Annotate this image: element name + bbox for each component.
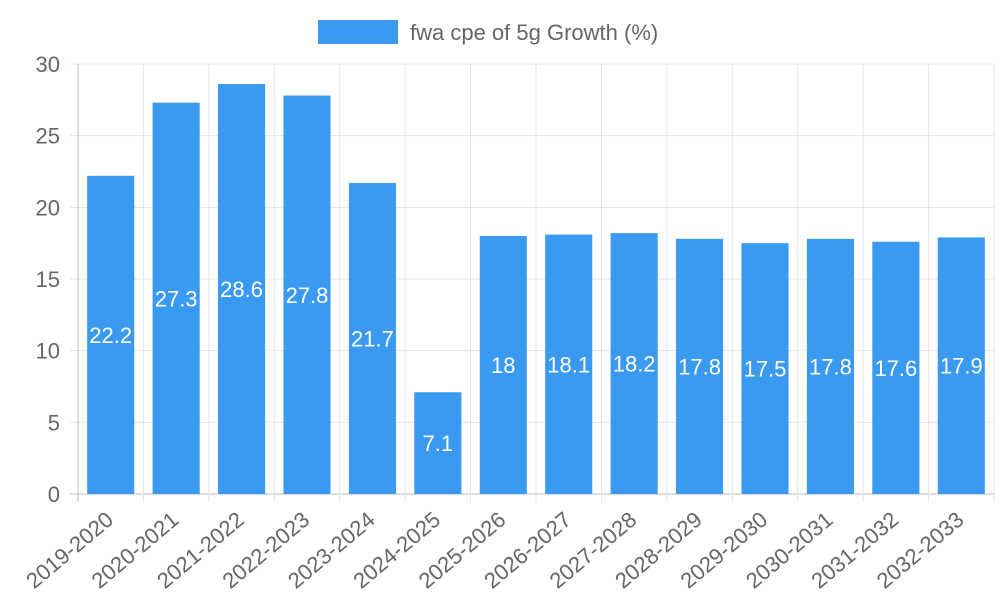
- bar[interactable]: [348, 182, 396, 494]
- bar-value-label: 17.5: [744, 357, 787, 382]
- y-tick-label: 30: [36, 52, 60, 77]
- grid-lines: [70, 63, 995, 502]
- bar[interactable]: [152, 102, 200, 494]
- legend-label: fwa cpe of 5g Growth (%): [410, 20, 658, 45]
- bar[interactable]: [741, 243, 789, 494]
- bar-value-label: 17.8: [809, 354, 852, 379]
- bar[interactable]: [610, 233, 658, 494]
- bar-value-label: 18: [491, 353, 515, 378]
- bar-value-label: 27.8: [286, 283, 329, 308]
- bar-value-label: 21.7: [351, 326, 394, 351]
- bar[interactable]: [872, 241, 920, 494]
- bar[interactable]: [283, 95, 331, 495]
- chart-legend[interactable]: fwa cpe of 5g Growth (%): [318, 20, 658, 45]
- bar[interactable]: [545, 234, 593, 495]
- legend-swatch: [318, 20, 398, 44]
- bar-value-label: 28.6: [220, 277, 263, 302]
- bar[interactable]: [937, 237, 985, 494]
- y-tick-label: 25: [36, 124, 60, 149]
- bar[interactable]: [87, 175, 135, 495]
- x-axis-ticks: 2019-20202020-20212021-20222022-20232023…: [21, 507, 968, 594]
- bar[interactable]: [676, 238, 724, 494]
- y-axis-ticks: 0 5 10 15 20 25 30: [36, 52, 60, 507]
- bar-value-label: 27.3: [155, 286, 198, 311]
- y-tick-label: 10: [36, 339, 60, 364]
- bar[interactable]: [806, 238, 854, 494]
- bar-value-label: 17.9: [940, 354, 983, 379]
- bar-value-label: 22.2: [89, 323, 132, 348]
- y-tick-label: 5: [48, 410, 60, 435]
- bar[interactable]: [479, 236, 527, 494]
- bar-value-label: 17.8: [678, 354, 721, 379]
- y-tick-label: 15: [36, 267, 60, 292]
- bar-value-label: 18.2: [613, 352, 656, 377]
- y-tick-label: 0: [48, 482, 60, 507]
- bar-value-label: 17.6: [874, 356, 917, 381]
- bar-value-label: 7.1: [423, 431, 454, 456]
- y-tick-label: 20: [36, 195, 60, 220]
- bar[interactable]: [218, 84, 266, 495]
- bar[interactable]: [414, 392, 462, 494]
- bar-value-label: 18.1: [547, 352, 590, 377]
- bar-series: 22.2 27.3 28.6 27.8 21.7 7.1 18 18.1 18.2 17.8 17.…: [87, 84, 985, 495]
